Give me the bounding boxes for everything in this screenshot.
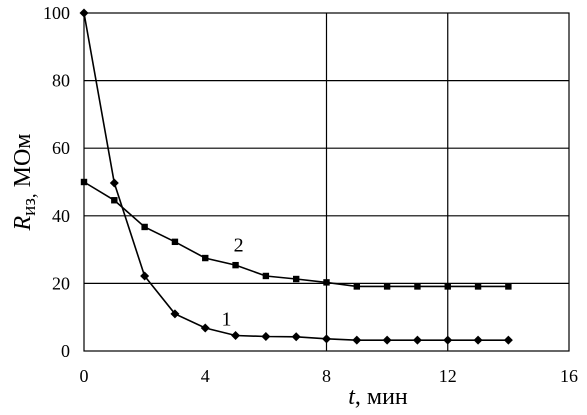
series-2-point (474, 283, 482, 290)
y-axis-title: Rиз, МОм (10, 134, 40, 232)
series-2-point (80, 178, 88, 186)
series-1-point (79, 8, 89, 18)
series-2-point (444, 283, 451, 290)
x-tick-labels: 0 4 8 12 16 (80, 366, 579, 386)
series-2-label: 2 (234, 234, 244, 256)
grid-lines (84, 13, 569, 351)
series-1-point (200, 323, 210, 333)
series-1-point (261, 331, 271, 341)
series-2-point (232, 261, 239, 269)
series-1-point (352, 335, 362, 345)
x-tick-label: 8 (322, 366, 331, 386)
y-axis-subscript: из, (19, 193, 40, 215)
series-2-point (171, 238, 179, 246)
x-tick-label: 4 (201, 366, 210, 386)
series-2-point (262, 272, 270, 280)
series-2-point (202, 254, 209, 262)
series-2-point (323, 279, 330, 286)
x-axis-unit: , мин (355, 384, 408, 410)
series-1-point (109, 178, 119, 188)
series-1-line (83, 12, 509, 342)
series-1-point (443, 335, 453, 345)
series-1-point (382, 335, 392, 345)
series-2-point (505, 283, 512, 290)
x-tick-label: 0 (80, 366, 89, 386)
series-2-point (414, 283, 421, 290)
y-tick-label: 80 (52, 71, 70, 91)
x-tick-label: 16 (560, 366, 578, 386)
series-1-point (503, 335, 513, 345)
y-tick-label: 20 (52, 273, 70, 293)
series-1-point (322, 334, 331, 344)
y-axis-variable: R (10, 215, 36, 231)
y-tick-label: 0 (61, 341, 70, 361)
series-2-point (383, 283, 391, 290)
series-1-point (140, 271, 150, 281)
x-axis-title: t, мин (348, 384, 408, 410)
series-1-point (170, 309, 180, 319)
y-tick-label: 40 (52, 206, 70, 226)
series-2-line (83, 181, 509, 288)
y-axis-unit: МОм (10, 134, 36, 194)
y-tick-labels: 0 20 40 60 80 100 (43, 3, 70, 361)
x-axis-variable: t (348, 384, 356, 410)
series-1-point (231, 330, 241, 340)
series-1-point (473, 335, 483, 345)
series-2-point (111, 197, 118, 204)
series-2-point (141, 223, 148, 231)
y-tick-label: 100 (43, 3, 70, 23)
series-2-point (353, 283, 361, 290)
series-group: 12 (79, 8, 513, 345)
series-1-label: 1 (221, 309, 231, 331)
y-tick-label: 60 (52, 138, 70, 158)
x-tick-label: 12 (439, 366, 457, 386)
series-2-point (292, 275, 300, 283)
series-1-point (291, 332, 301, 342)
series-1-point (412, 335, 422, 345)
